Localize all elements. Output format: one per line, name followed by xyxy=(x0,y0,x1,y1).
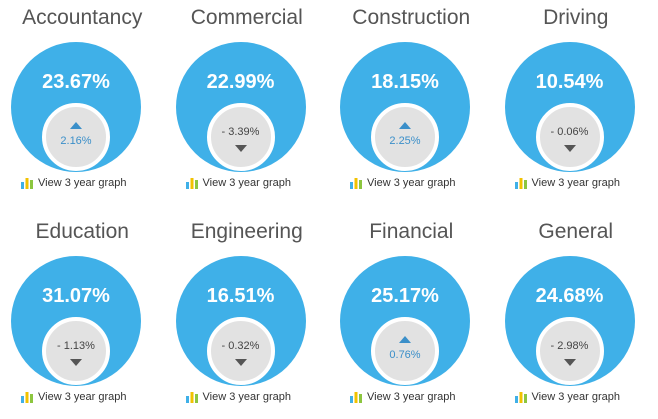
rate-value: 22.99% xyxy=(206,71,275,93)
view-graph-link[interactable]: View 3 year graph xyxy=(514,177,620,189)
sector-title: Commercial xyxy=(190,6,303,29)
sector-title: Financial xyxy=(369,220,454,243)
bar-chart-icon xyxy=(21,178,33,189)
change-value: 2.16% xyxy=(60,135,92,147)
view-graph-label: View 3 year graph xyxy=(202,177,291,189)
sector-card: Financial 25.17% 0.76% View 3 year graph xyxy=(329,214,494,419)
change-indicator: - 3.39% xyxy=(206,103,275,171)
view-graph-link[interactable]: View 3 year graph xyxy=(185,391,291,403)
view-graph-link[interactable]: View 3 year graph xyxy=(20,391,126,403)
view-graph-link[interactable]: View 3 year graph xyxy=(349,391,455,403)
bar-chart-icon xyxy=(350,178,362,189)
view-graph-label: View 3 year graph xyxy=(367,177,456,189)
sector-title: Construction xyxy=(352,6,471,29)
bar-chart-icon xyxy=(350,392,362,403)
rate-circle: 25.17% 0.76% xyxy=(340,256,470,386)
change-indicator: - 2.98% xyxy=(535,317,604,385)
sector-card: General 24.68% - 2.98% View 3 year graph xyxy=(494,214,658,419)
sector-card: Engineering 16.51% - 0.32% View 3 year g… xyxy=(165,214,330,419)
rate-circle: 10.54% - 0.06% xyxy=(504,42,635,172)
view-graph-label: View 3 year graph xyxy=(38,391,127,403)
bar-chart-icon xyxy=(514,392,527,403)
change-indicator: 2.16% xyxy=(42,103,110,171)
bar-chart-icon xyxy=(185,178,198,189)
bar-chart-icon xyxy=(514,178,527,189)
rate-value: 31.07% xyxy=(42,285,110,307)
sector-card: Accountancy 23.67% 2.16% View 3 year gra… xyxy=(0,0,165,214)
rate-circle: 23.67% 2.16% xyxy=(11,42,141,172)
change-value: 0.76% xyxy=(389,349,421,361)
rate-value: 23.67% xyxy=(42,71,110,93)
view-graph-label: View 3 year graph xyxy=(367,391,456,403)
bar-chart-icon xyxy=(185,392,198,403)
change-value: - 1.13% xyxy=(57,340,95,352)
rate-value: 18.15% xyxy=(371,71,439,93)
sector-title: Engineering xyxy=(190,220,303,243)
view-graph-label: View 3 year graph xyxy=(531,177,620,189)
bar-chart-icon xyxy=(21,392,33,403)
change-value: - 0.32% xyxy=(221,340,260,352)
arrow-up-icon xyxy=(399,122,411,129)
sector-title: Accountancy xyxy=(22,6,143,29)
arrow-down-icon xyxy=(234,145,247,152)
change-indicator: 2.25% xyxy=(371,103,439,171)
sector-card: Driving 10.54% - 0.06% View 3 year graph xyxy=(494,0,658,214)
sector-title: Education xyxy=(35,220,129,243)
rate-value: 24.68% xyxy=(535,285,604,307)
arrow-up-icon xyxy=(399,336,411,343)
change-indicator: - 1.13% xyxy=(42,317,110,385)
rate-circle: 31.07% - 1.13% xyxy=(11,256,141,386)
view-graph-label: View 3 year graph xyxy=(531,391,620,403)
sector-title: Driving xyxy=(543,6,609,29)
change-value: - 3.39% xyxy=(221,126,260,138)
arrow-down-icon xyxy=(563,145,576,152)
sector-title: General xyxy=(538,220,614,243)
rate-circle: 18.15% 2.25% xyxy=(340,42,470,172)
arrow-down-icon xyxy=(563,359,576,366)
change-indicator: - 0.32% xyxy=(206,317,275,385)
sector-card: Commercial 22.99% - 3.39% View 3 year gr… xyxy=(165,0,330,214)
view-graph-link[interactable]: View 3 year graph xyxy=(514,391,620,403)
view-graph-label: View 3 year graph xyxy=(38,177,127,189)
view-graph-link[interactable]: View 3 year graph xyxy=(185,177,291,189)
rate-circle: 16.51% - 0.32% xyxy=(175,256,306,386)
arrow-up-icon xyxy=(70,122,82,129)
sector-card: Education 31.07% - 1.13% View 3 year gra… xyxy=(0,214,165,419)
rate-value: 10.54% xyxy=(535,71,604,93)
view-graph-link[interactable]: View 3 year graph xyxy=(349,177,455,189)
rate-value: 16.51% xyxy=(206,285,275,307)
change-indicator: 0.76% xyxy=(371,317,439,385)
view-graph-link[interactable]: View 3 year graph xyxy=(20,177,126,189)
arrow-down-icon xyxy=(234,359,247,366)
change-value: - 2.98% xyxy=(550,340,589,352)
arrow-down-icon xyxy=(70,359,82,366)
change-value: - 0.06% xyxy=(550,126,589,138)
view-graph-label: View 3 year graph xyxy=(202,391,291,403)
change-indicator: - 0.06% xyxy=(535,103,604,171)
sector-card: Construction 18.15% 2.25% View 3 year gr… xyxy=(329,0,494,214)
change-value: 2.25% xyxy=(389,135,421,147)
rate-circle: 24.68% - 2.98% xyxy=(504,256,635,386)
rate-circle: 22.99% - 3.39% xyxy=(175,42,306,172)
rate-value: 25.17% xyxy=(371,285,439,307)
